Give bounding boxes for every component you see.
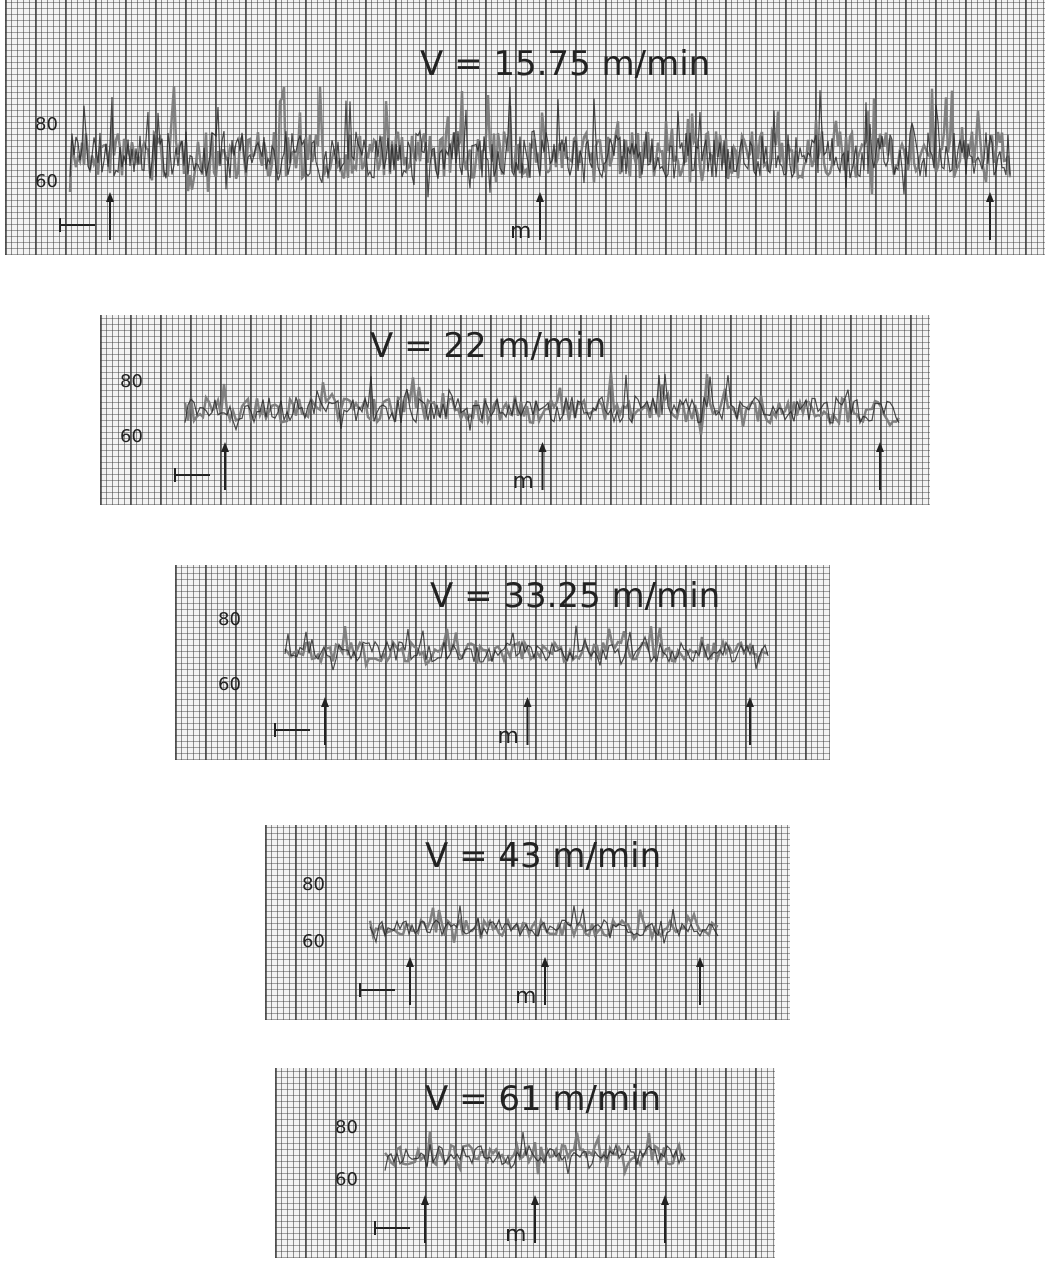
arrow-head	[524, 697, 532, 707]
recording-panel: V = 22 m/min 80 60 m	[100, 315, 930, 505]
marker-label: m	[513, 469, 534, 494]
y-label: 80	[335, 1117, 358, 1138]
marker-label: m	[505, 1222, 526, 1247]
trace	[370, 906, 718, 944]
arrow-head	[531, 1195, 539, 1205]
trace	[185, 373, 899, 435]
scale-bracket	[175, 468, 210, 482]
arrow-head	[539, 442, 547, 452]
panel-title: V = 61 m/min	[425, 1079, 661, 1119]
arrow-head	[421, 1195, 429, 1205]
arrow-head	[321, 697, 329, 707]
y-label: 60	[35, 171, 58, 192]
y-label: 80	[35, 114, 58, 135]
y-label: 60	[335, 1169, 358, 1190]
arrow-head	[661, 1195, 669, 1205]
panel-title: V = 33.25 m/min	[430, 576, 720, 616]
recording-panel: V = 61 m/min 80 60 m	[275, 1068, 775, 1258]
y-label: 80	[218, 609, 241, 630]
y-label: 80	[302, 874, 325, 895]
panel-title: V = 43 m/min	[425, 836, 661, 876]
recording-panel: V = 43 m/min 80 60 m	[265, 825, 790, 1020]
marker-label: m	[515, 984, 536, 1009]
page: {"panels": [ {"title": "V = 15.75 m/min"…	[0, 0, 1045, 1262]
panel-title: V = 22 m/min	[370, 326, 606, 366]
panel-canvas: V = 33.25 m/min 80 60 m	[175, 565, 830, 760]
y-label: 60	[302, 931, 325, 952]
arrow-head	[986, 192, 994, 202]
arrow-head	[221, 442, 229, 452]
panel-canvas: V = 22 m/min 80 60 m	[100, 315, 930, 505]
marker-label: m	[498, 724, 519, 749]
y-label: 60	[218, 674, 241, 695]
panel-canvas: V = 15.75 m/min 80 60 m	[5, 0, 1045, 255]
recording-panel: V = 33.25 m/min 80 60 m	[175, 565, 830, 760]
arrow-head	[746, 697, 754, 707]
arrow-head	[536, 192, 544, 202]
scale-bracket	[360, 983, 395, 997]
arrow-head	[406, 957, 414, 967]
panel-title: V = 15.75 m/min	[420, 44, 710, 84]
scale-bracket	[275, 723, 310, 737]
y-label: 80	[120, 371, 143, 392]
y-label: 60	[120, 426, 143, 447]
arrow-head	[696, 957, 704, 967]
scale-bracket	[375, 1221, 410, 1235]
arrow-head	[541, 957, 549, 967]
recording-panel: V = 15.75 m/min 80 60 m	[5, 0, 1045, 255]
panel-canvas: V = 61 m/min 80 60 m	[275, 1068, 775, 1258]
marker-label: m	[510, 219, 531, 244]
scale-bracket	[60, 218, 95, 232]
arrow-head	[106, 192, 114, 202]
panel-canvas: V = 43 m/min 80 60 m	[265, 825, 790, 1020]
arrow-head	[876, 442, 884, 452]
